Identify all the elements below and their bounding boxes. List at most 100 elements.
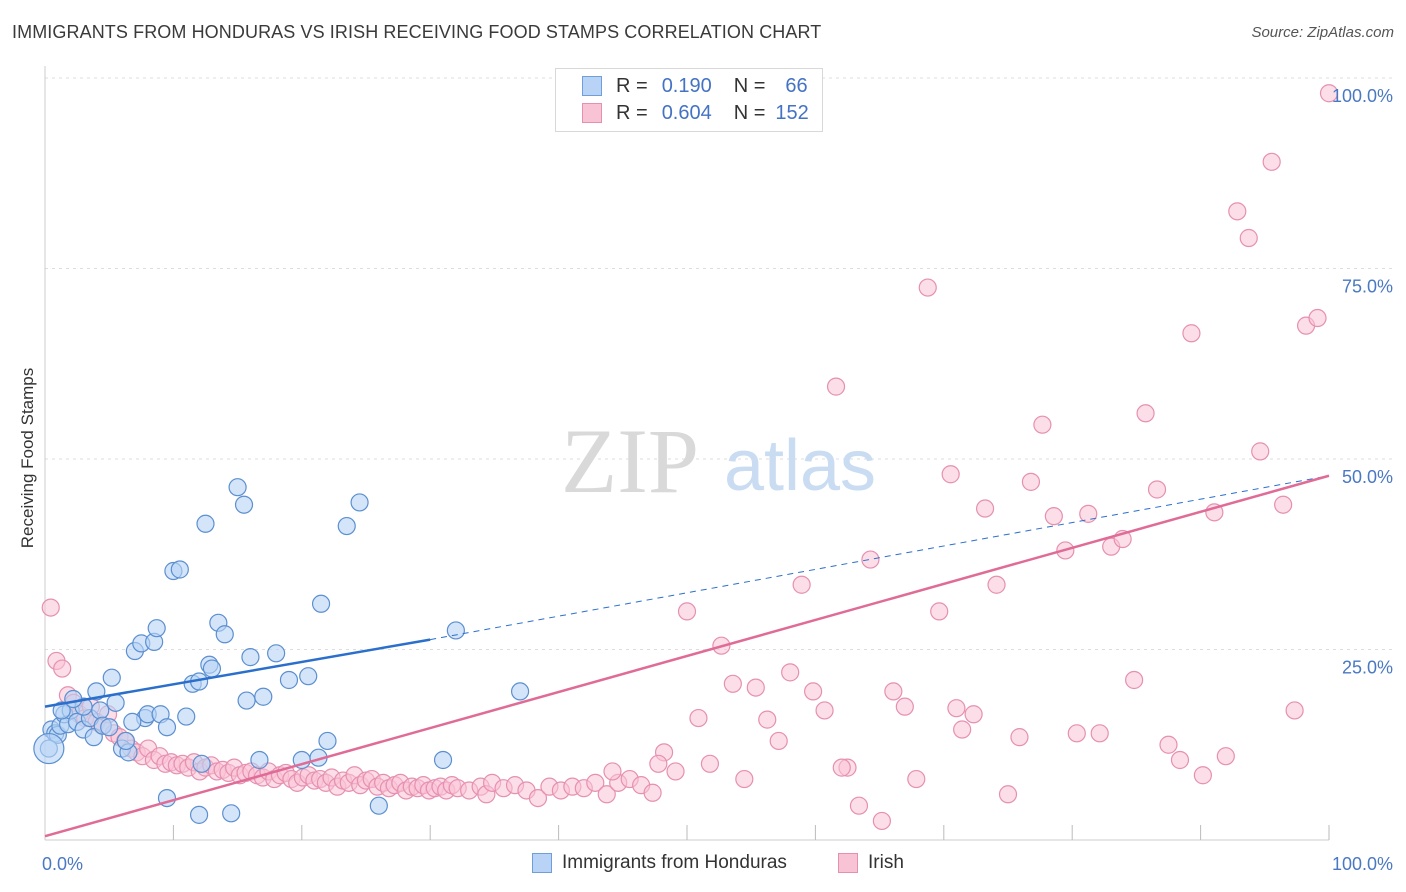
trend-lines <box>44 474 1330 838</box>
honduras-point <box>91 701 110 720</box>
y-tick-label: 25.0% <box>1342 658 1393 678</box>
irish-point <box>689 708 708 728</box>
irish-legend-label: Irish <box>868 852 904 873</box>
irish-point <box>723 674 742 693</box>
honduras-point <box>311 594 331 613</box>
x-tick-label-max: 100.0% <box>1332 854 1393 874</box>
honduras-point <box>202 659 222 678</box>
irish-point <box>677 602 697 621</box>
honduras-point <box>299 667 318 686</box>
chart-title: IMMIGRANTS FROM HONDURAS VS IRISH RECEIV… <box>12 22 822 42</box>
honduras-point <box>234 495 254 514</box>
source-note: Source: ZipAtlas.com <box>1251 24 1394 41</box>
irish-trend-line <box>44 474 1330 838</box>
irish-point <box>41 598 60 617</box>
irish-point <box>643 783 662 802</box>
honduras-point <box>100 718 119 737</box>
honduras-point <box>147 619 166 638</box>
y-axis-title: Receiving Food Stamps <box>18 367 37 549</box>
honduras-point <box>237 691 256 710</box>
irish-point <box>861 550 880 569</box>
watermark-zip: ZIP <box>561 410 699 512</box>
irish-point <box>1251 442 1270 461</box>
honduras-point <box>228 478 247 497</box>
honduras-point <box>241 648 260 667</box>
irish-point <box>872 811 891 831</box>
irish-point <box>586 773 605 792</box>
irish-point <box>769 731 788 751</box>
irish-swatch <box>582 103 602 123</box>
honduras-point <box>279 670 299 690</box>
irish-point <box>666 762 685 781</box>
irish-point <box>895 697 914 716</box>
irish-point <box>792 575 811 594</box>
axes <box>44 66 1330 841</box>
irish-point <box>964 705 983 724</box>
irish-point <box>1079 504 1098 523</box>
legend-row-irish: R = 0.604 N = 152 <box>582 101 809 125</box>
honduras-point <box>123 712 142 731</box>
r-label: R = <box>616 74 648 97</box>
irish-legend-swatch <box>838 853 858 873</box>
honduras-trend-extension <box>430 475 1330 641</box>
irish-point <box>998 785 1018 804</box>
honduras-points <box>33 478 530 824</box>
watermark-atlas: atlas <box>724 426 876 506</box>
honduras-point <box>369 796 388 815</box>
honduras-point <box>189 805 209 824</box>
irish-point <box>746 678 765 697</box>
n-label: N = <box>733 101 766 124</box>
honduras-r-value: 0.190 <box>661 74 712 97</box>
irish-point <box>884 682 903 701</box>
irish-point <box>1228 202 1247 221</box>
honduras-point <box>433 750 453 770</box>
honduras-point <box>192 754 211 773</box>
bottom-legend-irish: Irish <box>838 852 904 874</box>
honduras-point <box>254 687 273 706</box>
irish-n-value: 152 <box>775 101 809 124</box>
irish-point <box>528 788 548 808</box>
honduras-point <box>52 701 71 720</box>
honduras-point <box>318 731 337 751</box>
irish-point <box>1021 472 1041 491</box>
irish-point <box>953 720 972 739</box>
irish-point <box>1262 152 1281 171</box>
honduras-point <box>446 621 465 640</box>
irish-point <box>1319 84 1339 103</box>
honduras-point <box>222 804 241 823</box>
irish-point <box>947 699 966 718</box>
irish-point <box>597 785 616 804</box>
irish-point <box>987 575 1006 594</box>
irish-point <box>815 701 834 720</box>
irish-point <box>941 465 960 484</box>
honduras-point <box>106 693 125 712</box>
r-label: R = <box>616 101 648 124</box>
irish-point <box>1239 228 1258 248</box>
irish-point <box>603 762 622 781</box>
watermark: ZIP atlas <box>561 410 876 512</box>
honduras-point <box>350 493 369 512</box>
grid-lines <box>45 77 1394 650</box>
irish-point <box>649 754 668 773</box>
irish-points <box>41 84 1339 831</box>
honduras-point <box>64 689 83 709</box>
irish-r-value: 0.604 <box>661 101 712 124</box>
irish-point <box>735 769 754 789</box>
irish-point <box>975 499 995 518</box>
honduras-legend-swatch <box>532 853 552 873</box>
honduras-point <box>116 731 135 751</box>
n-label: N = <box>733 74 766 97</box>
y-tick-label: 75.0% <box>1342 277 1393 297</box>
irish-point <box>1010 728 1029 747</box>
honduras-point-large <box>33 732 65 765</box>
irish-point <box>1159 735 1178 754</box>
honduras-point <box>196 514 215 533</box>
honduras-trend-line <box>44 638 431 708</box>
irish-point <box>1067 724 1086 743</box>
honduras-point <box>177 707 196 726</box>
irish-point <box>1285 701 1304 720</box>
y-tick-label: 100.0% <box>1332 86 1393 106</box>
irish-point <box>1274 495 1293 514</box>
irish-point <box>826 377 846 396</box>
